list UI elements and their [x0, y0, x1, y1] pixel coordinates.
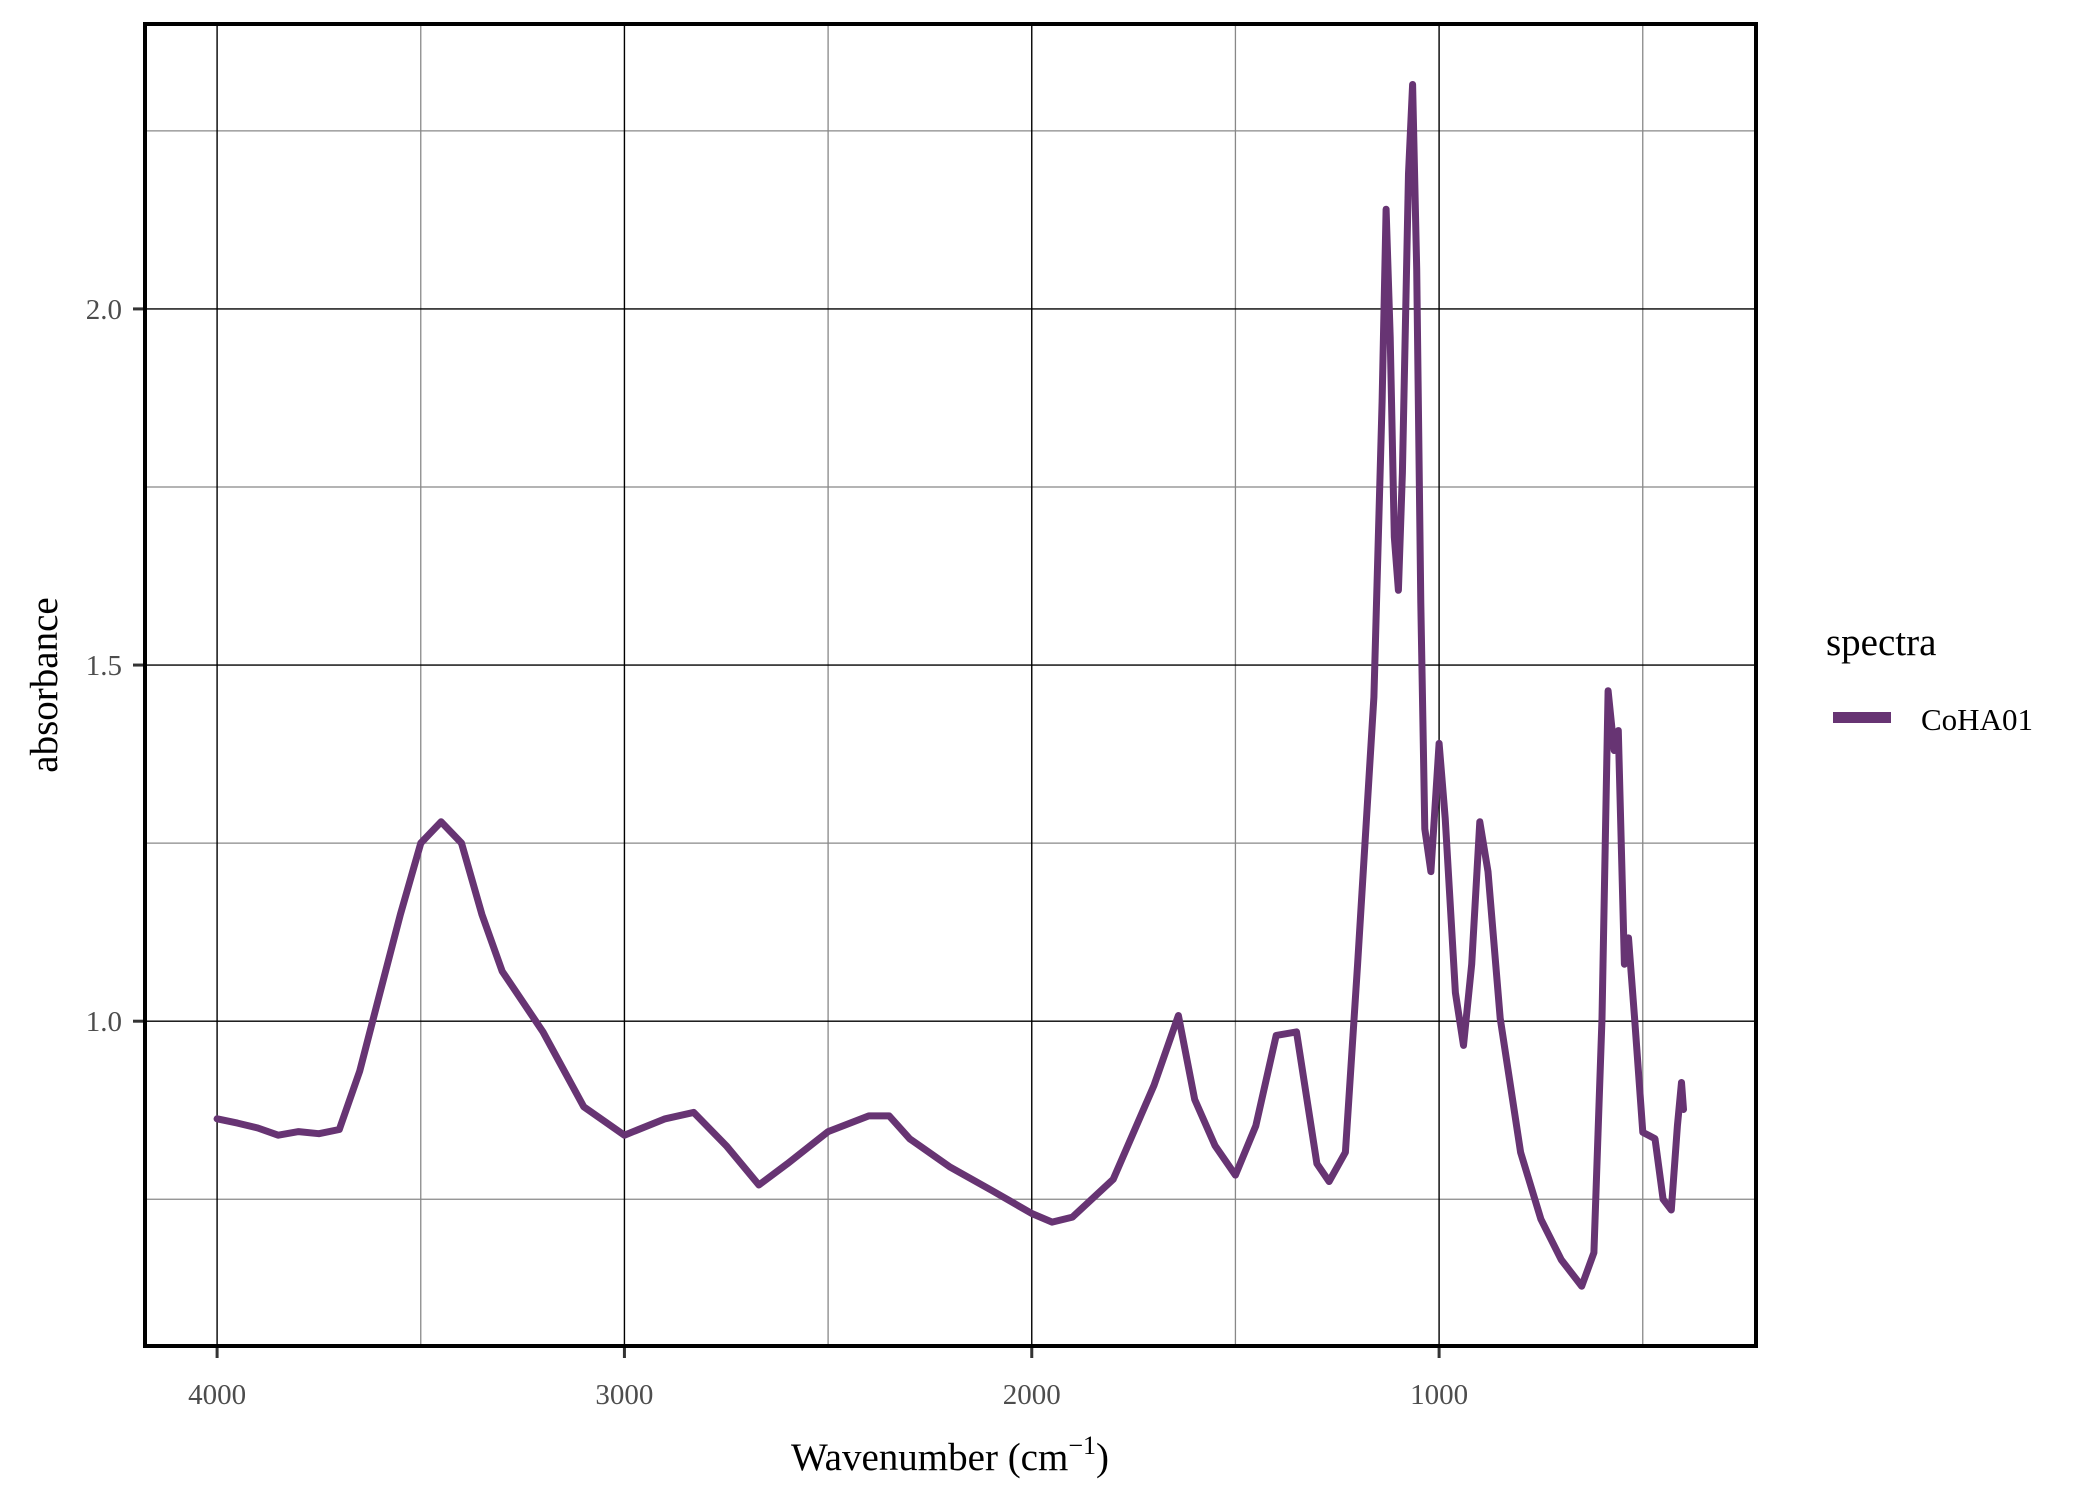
series-layer [213, 81, 1687, 1290]
y-tick-label: 1.5 [86, 650, 122, 682]
legend-label-coha01: CoHA01 [1921, 702, 2033, 737]
legend: spectra CoHA01 [1826, 621, 2033, 737]
x-tick-label: 4000 [188, 1379, 246, 1411]
y-tick-label: 2.0 [86, 294, 122, 326]
x-axis-title: Wavenumber (cm−1) [791, 1431, 1109, 1479]
x-tick-label: 1000 [1410, 1379, 1468, 1411]
x-tick-label: 3000 [595, 1379, 653, 1411]
y-axis-title: absorbance [23, 597, 66, 772]
series-line-coha01 [213, 81, 1687, 1290]
legend-key-coha01 [1833, 712, 1891, 723]
y-tick-label: 1.0 [86, 1006, 122, 1038]
x-tick-label: 2000 [1003, 1379, 1061, 1411]
plot-border [143, 22, 1758, 1348]
legend-title: spectra [1826, 621, 1936, 664]
gridlines [145, 24, 1756, 1346]
axis-ticks: 4000 3000 2000 1000 1.0 1.5 2.0 [86, 294, 1468, 1411]
